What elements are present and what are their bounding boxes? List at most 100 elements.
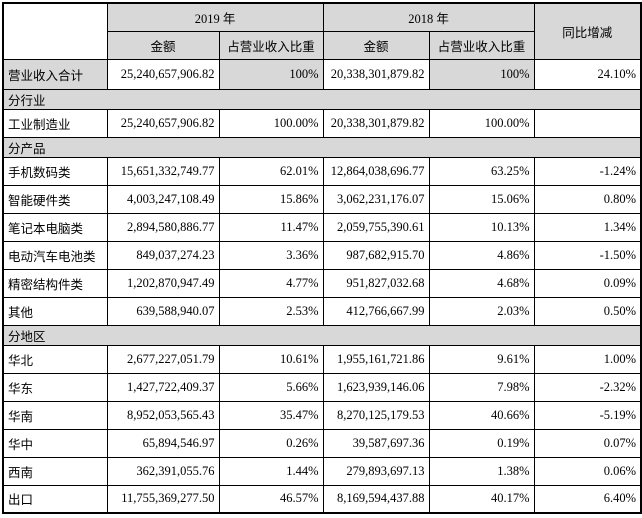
amount-2018: 20,338,301,879.82 — [322, 58, 430, 90]
row-label: 工业制造业 — [2, 108, 108, 138]
amount-2019: 1,202,870,947.49 — [106, 268, 220, 298]
row-label: 华南 — [2, 400, 108, 430]
amount-2019: 65,894,546.97 — [106, 428, 220, 458]
pct-2018: 63.25% — [428, 156, 535, 186]
section-row-by-industry: 分行业 — [2, 88, 642, 110]
table-body: 营业收入合计 25,240,657,906.82 100% 20,338,301… — [2, 58, 642, 514]
row-label: 精密结构件类 — [2, 268, 108, 298]
pct-2019: 1.44% — [218, 456, 324, 486]
table-row-smart-hardware: 智能硬件类 4,003,247,108.49 15.86% 3,062,231,… — [2, 184, 642, 214]
amount-2019: 15,651,332,749.77 — [106, 156, 220, 186]
row-label: 电动汽车电池类 — [2, 240, 108, 270]
table-header: 2019 年 2018 年 同比增减 金额 占营业收入比重 金额 占营业收入比重 — [2, 2, 642, 60]
pct-2019: 35.47% — [218, 400, 324, 430]
pct-2019: 3.36% — [218, 240, 324, 270]
pct-2019: 0.26% — [218, 428, 324, 458]
row-label: 出口 — [2, 484, 108, 514]
table-row-export: 出口 11,755,369,277.50 46.57% 8,169,594,43… — [2, 484, 642, 514]
yoy-change: 0.80% — [533, 184, 642, 214]
pct-2018: 4.68% — [428, 268, 535, 298]
pct-2019: 10.61% — [218, 344, 324, 374]
pct-2018: 15.06% — [428, 184, 535, 214]
amount-2019: 2,677,227,051.79 — [106, 344, 220, 374]
row-label: 华中 — [2, 428, 108, 458]
pct-2018: 1.38% — [428, 456, 535, 486]
yoy-change: 6.40% — [533, 484, 642, 514]
pct-2018: 10.13% — [428, 212, 535, 242]
amount-2018: 12,864,038,696.77 — [322, 156, 430, 186]
amount-2019: 1,427,722,409.37 — [106, 372, 220, 402]
amount-2018: 2,059,755,390.61 — [322, 212, 430, 242]
pct-2018: 40.66% — [428, 400, 535, 430]
table-row-ev-battery: 电动汽车电池类 849,037,274.23 3.36% 987,682,915… — [2, 240, 642, 270]
row-label: 营业收入合计 — [2, 58, 108, 90]
pct-2019: 11.47% — [218, 212, 324, 242]
row-label: 华北 — [2, 344, 108, 374]
yoy-change-header: 同比增减 — [533, 2, 642, 60]
section-row-by-region: 分地区 — [2, 324, 642, 346]
amount-2018: 1,623,939,146.06 — [322, 372, 430, 402]
pct-2019-header: 占营业收入比重 — [218, 30, 324, 60]
pct-2018: 4.86% — [428, 240, 535, 270]
pct-2019: 46.57% — [218, 484, 324, 514]
amount-2018: 8,169,594,437.88 — [322, 484, 430, 514]
section-row-by-product: 分产品 — [2, 136, 642, 158]
section-label: 分地区 — [2, 324, 642, 346]
amount-2018-header: 金额 — [322, 30, 430, 60]
pct-2019: 62.01% — [218, 156, 324, 186]
amount-2019: 8,952,053,565.43 — [106, 400, 220, 430]
yoy-change: 24.10% — [533, 58, 642, 90]
amount-2018: 20,338,301,879.82 — [322, 108, 430, 138]
amount-2019: 11,755,369,277.50 — [106, 484, 220, 514]
table-row-south-china: 华南 8,952,053,565.43 35.47% 8,270,125,179… — [2, 400, 642, 430]
yoy-change: -2.32% — [533, 372, 642, 402]
row-label: 其他 — [2, 296, 108, 326]
yoy-change: -1.24% — [533, 156, 642, 186]
amount-2018: 39,587,697.36 — [322, 428, 430, 458]
pct-2018: 7.98% — [428, 372, 535, 402]
amount-2019: 25,240,657,906.82 — [106, 108, 220, 138]
pct-2019: 100.00% — [218, 108, 324, 138]
amount-2018: 1,955,161,721.86 — [322, 344, 430, 374]
pct-2018: 40.17% — [428, 484, 535, 514]
table-row-southwest-china: 西南 362,391,055.76 1.44% 279,893,697.13 1… — [2, 456, 642, 486]
pct-2019: 15.86% — [218, 184, 324, 214]
header-row-subcolumns: 金额 占营业收入比重 金额 占营业收入比重 — [3, 30, 641, 60]
amount-2018: 951,827,032.68 — [322, 268, 430, 298]
pct-2018: 100% — [428, 58, 535, 90]
header-row-years: 2019 年 2018 年 同比增减 — [2, 2, 642, 60]
amount-2019-header: 金额 — [106, 30, 220, 60]
table-row-notebook-computer: 笔记本电脑类 2,894,580,886.77 11.47% 2,059,755… — [2, 212, 642, 242]
corner-cell — [2, 2, 108, 60]
section-label: 分产品 — [2, 136, 642, 158]
year-2019-header: 2019 年 — [106, 2, 324, 32]
amount-2018: 3,062,231,176.07 — [322, 184, 430, 214]
pct-2018: 100.00% — [428, 108, 535, 138]
yoy-change: 1.00% — [533, 344, 642, 374]
amount-2018: 8,270,125,179.53 — [322, 400, 430, 430]
amount-2019: 25,240,657,906.82 — [106, 58, 220, 90]
pct-2018: 0.19% — [428, 428, 535, 458]
row-label: 华东 — [2, 372, 108, 402]
pct-2018: 2.03% — [428, 296, 535, 326]
row-label: 智能硬件类 — [2, 184, 108, 214]
amount-2018: 987,682,915.70 — [322, 240, 430, 270]
pct-2019: 5.66% — [218, 372, 324, 402]
yoy-change — [533, 108, 642, 138]
row-label: 西南 — [2, 456, 108, 486]
yoy-change: 0.07% — [533, 428, 642, 458]
table-row-mobile-digital: 手机数码类 15,651,332,749.77 62.01% 12,864,03… — [2, 156, 642, 186]
table-row-industrial-manufacturing: 工业制造业 25,240,657,906.82 100.00% 20,338,3… — [2, 108, 642, 138]
row-label: 笔记本电脑类 — [2, 212, 108, 242]
pct-2019: 2.53% — [218, 296, 324, 326]
yoy-change: 0.06% — [533, 456, 642, 486]
table-row-north-china: 华北 2,677,227,051.79 10.61% 1,955,161,721… — [2, 344, 642, 374]
amount-2019: 2,894,580,886.77 — [106, 212, 220, 242]
amount-2019: 362,391,055.76 — [106, 456, 220, 486]
section-label: 分行业 — [2, 88, 642, 110]
pct-2019: 4.77% — [218, 268, 324, 298]
yoy-change: -5.19% — [533, 400, 642, 430]
yoy-change: 0.50% — [533, 296, 642, 326]
year-2018-header: 2018 年 — [322, 2, 535, 32]
